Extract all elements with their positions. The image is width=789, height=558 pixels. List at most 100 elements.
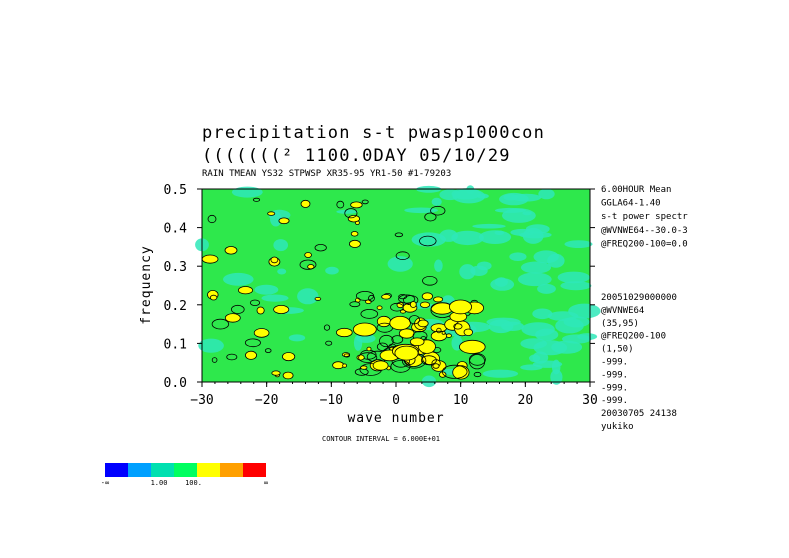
power-contour	[226, 353, 238, 361]
low-power-patch	[490, 278, 515, 291]
power-contour	[343, 353, 350, 358]
power-contour	[463, 328, 474, 336]
low-power-patch	[411, 232, 446, 247]
power-contour	[281, 352, 296, 362]
power-contour	[201, 254, 219, 264]
side-info-line: -999.	[601, 370, 628, 380]
power-contour	[448, 299, 472, 315]
power-contour	[422, 275, 438, 286]
power-contour	[398, 293, 408, 300]
power-contour	[207, 214, 217, 224]
colorbar-label: ∞	[264, 479, 268, 487]
low-power-patch	[336, 209, 358, 214]
power-contour	[335, 327, 353, 338]
low-power-patch	[231, 186, 263, 198]
chart-title: precipitation s-t pwasp1000con	[202, 123, 545, 143]
colorbar-swatch	[243, 463, 266, 477]
power-contour	[430, 205, 446, 216]
y-axis: 0.0 0.1 0.2 0.3 0.4 0.5	[164, 183, 595, 391]
y-tick-label: 0.0	[164, 376, 187, 391]
low-power-patch	[297, 288, 319, 305]
side-info-line: 20051029000000	[601, 293, 677, 303]
low-power-patch	[488, 319, 514, 334]
low-power-patch	[439, 189, 461, 201]
power-contour	[445, 333, 452, 338]
low-power-patch	[520, 261, 552, 274]
power-contour	[365, 299, 372, 304]
side-info-line: @FREQ200-100=0.0	[601, 239, 688, 249]
colorbar-swatch	[151, 463, 174, 477]
power-contour	[360, 308, 379, 319]
power-contour	[270, 256, 279, 264]
power-contour	[349, 301, 361, 308]
power-contour	[358, 352, 378, 363]
power-contour	[244, 338, 261, 348]
low-power-patch	[509, 252, 527, 261]
y-tick-label: 0.4	[164, 222, 188, 237]
power-contour	[336, 200, 345, 209]
side-info-line: GGLA64-1.40	[601, 199, 661, 209]
low-power-patch	[325, 266, 339, 275]
colorbar-label: 100.	[185, 479, 202, 487]
x-axis-label: wave number	[347, 411, 444, 426]
power-contour	[211, 357, 218, 363]
power-contour	[424, 212, 437, 222]
low-power-patch	[529, 354, 541, 363]
side-info-line: 6.00HOUR Mean	[601, 185, 671, 195]
power-contour	[394, 232, 404, 238]
low-power-patch	[525, 224, 550, 234]
power-contour	[307, 264, 315, 270]
colorbar-swatch	[105, 463, 128, 477]
low-power-patch	[533, 250, 559, 264]
colorbar-swatch	[128, 463, 151, 477]
power-contour	[419, 301, 431, 308]
side-info-bottom: 20051029000000 @WVNWE64 (35,95) @FREQ200-10…	[601, 293, 677, 432]
low-power-patch	[517, 272, 552, 287]
power-contour	[244, 350, 257, 360]
power-contour	[323, 324, 331, 331]
low-power-patch	[466, 185, 475, 195]
power-contour	[361, 199, 369, 205]
power-contour	[264, 348, 272, 354]
power-contour	[325, 340, 333, 346]
low-power-patch	[472, 223, 506, 229]
power-contour	[379, 334, 394, 348]
low-power-patch	[551, 340, 583, 354]
low-power-patch	[520, 338, 547, 349]
power-contour	[350, 231, 359, 237]
low-power-patch	[532, 308, 553, 320]
x-tick-label: −30	[190, 393, 213, 408]
power-contour	[394, 345, 419, 361]
low-power-patch	[288, 334, 306, 342]
low-power-patch	[477, 261, 492, 271]
power-contour	[332, 361, 345, 370]
low-power-patch	[277, 268, 287, 275]
low-power-patch	[538, 188, 555, 200]
power-contour	[342, 363, 348, 368]
low-power-patch	[431, 197, 442, 206]
power-contour	[473, 371, 482, 378]
colorbar-label: 1.00	[151, 479, 168, 487]
power-contour	[249, 299, 261, 306]
side-info-line: -999.	[601, 383, 628, 393]
low-power-patch	[261, 294, 289, 302]
power-contour	[267, 211, 276, 216]
power-contour	[304, 252, 312, 258]
low-power-patch	[273, 239, 289, 252]
power-contour	[209, 294, 218, 301]
low-power-patch	[555, 318, 584, 334]
y-tick-label: 0.2	[164, 299, 187, 314]
side-info-line: -999.	[601, 358, 628, 368]
power-contour	[252, 197, 261, 202]
x-tick-label: −20	[255, 393, 278, 408]
power-contour	[224, 246, 238, 255]
power-contour	[231, 304, 245, 314]
power-contour	[391, 335, 404, 344]
x-tick-label: 10	[453, 393, 469, 408]
side-info-line: s-t power spectr	[601, 212, 688, 222]
power-contour	[376, 305, 383, 310]
power-contour	[441, 364, 468, 379]
power-contour	[347, 214, 360, 223]
power-contour	[409, 301, 417, 308]
power-contour	[314, 243, 327, 252]
